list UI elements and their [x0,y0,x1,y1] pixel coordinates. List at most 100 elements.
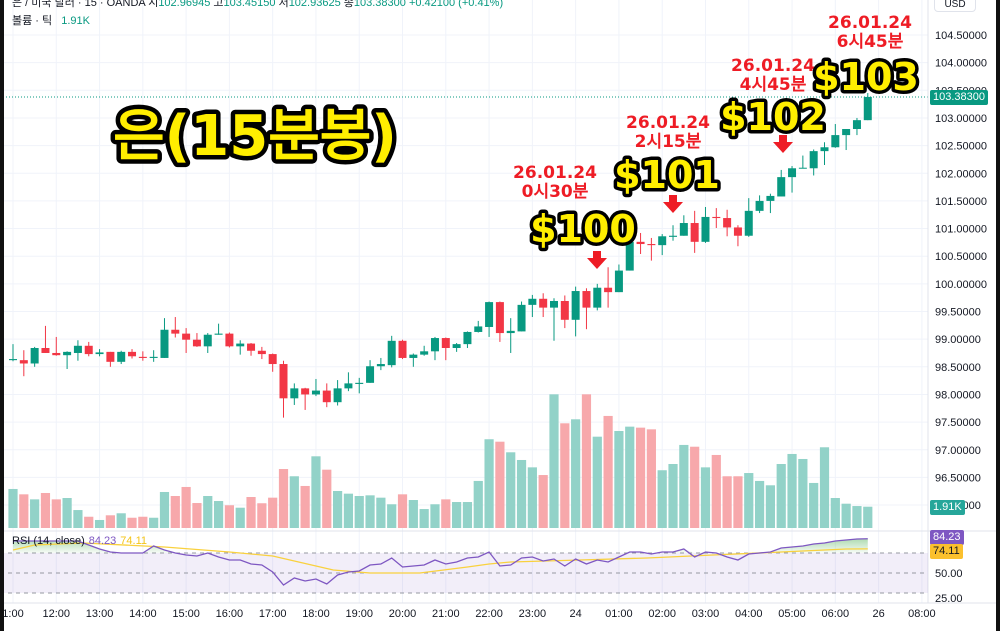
time-tick-label: 15:00 [172,608,200,620]
volume-bar [819,447,830,528]
candle [723,209,732,237]
candle [128,349,137,359]
time-tick-label: 05:00 [778,608,806,620]
volume-bar [8,488,18,528]
candle-body [788,168,797,178]
candle [236,340,245,355]
annotation-price: $101 [614,153,720,197]
candle-body [63,351,72,356]
symbol-legend[interactable]: 은 / 미국 달러 · 15 · OANDA 시102.96945 고103.4… [12,0,503,10]
volume-bar [300,485,310,528]
volume-legend[interactable]: 볼륨 · 틱 1.91K [12,12,90,28]
time-tick-label: 06:00 [822,608,850,620]
price-tick-label: 100.00000 [935,279,987,291]
annotation-date: 26.01.24 [731,56,815,76]
candle [73,340,82,361]
volume-bar [852,506,862,528]
candle [117,350,126,365]
low-value: 102.93625 [288,0,341,9]
candle [701,206,710,243]
volume-bar [765,485,775,528]
candle [852,117,861,136]
candle-body [257,350,266,355]
candle-body [809,151,818,169]
candle-body [333,388,342,403]
price-tick-label: 97.50000 [935,417,981,429]
candle [301,387,310,410]
candle [420,345,429,356]
annotation-date: 26.01.24 [828,13,912,33]
candle-body [452,344,461,348]
rsi-ma-line [12,542,868,574]
candle [625,239,634,271]
chart-title: 은(15분봉) [113,104,397,169]
current-volume-tag: 1.91K [930,500,965,515]
candle [712,208,721,228]
annotation-101: 26.01.24 2시15분 $101 [611,113,723,213]
candle [322,383,331,408]
high-value: 103.45150 [223,0,276,9]
candle-body [268,354,277,365]
arrow-down-icon [773,135,793,153]
open-value: 102.96945 [158,0,211,9]
volume-value: 1.91K [61,15,90,27]
volume-bar [506,452,516,528]
low-label: 저 [278,0,289,9]
candle [831,124,840,148]
volume-bar [343,493,354,528]
candle [311,378,320,397]
candle-body [593,287,602,308]
candle-body [517,304,526,332]
time-axis[interactable]: 1:00 12:00 13:00 14:00 15:00 16:00 17:00 18:00 1… [2,608,935,620]
candle [842,129,851,151]
candle-body [95,352,104,355]
candle-body [9,359,17,361]
candle-body [19,360,28,364]
symbol-name[interactable]: 은 / 미국 달러 · 15 · OANDA [12,0,146,9]
candle-body [669,235,678,237]
candle [571,286,580,337]
candle-body [311,390,320,395]
volume-bar [51,499,61,528]
candle-body [138,356,147,358]
volume-bar [159,491,170,528]
volume-bar [408,500,418,528]
annotation-time: 6시45분 [837,32,904,52]
candle [495,301,504,342]
volume-bar [397,494,408,528]
volume-bar [700,467,711,528]
time-tick-label: 20:00 [389,608,417,620]
candle [160,318,169,358]
candle-body [41,347,50,353]
volume-bar [213,501,224,528]
rsi-label[interactable]: RSI (14, close) [12,535,85,547]
time-tick-label: 23:00 [519,608,547,620]
candle [268,353,277,372]
candle [430,336,439,361]
candle-body [441,338,450,348]
volume-bar [462,502,473,528]
candle-body [376,364,385,367]
candle-body [192,339,201,347]
candle [777,169,786,197]
candle [636,232,645,254]
volume-bar [246,497,256,528]
rsi-legend[interactable]: RSI (14, close) 84.23 74.11 [12,535,147,547]
candle-body [560,300,569,320]
volume-bar [809,482,819,528]
candle [733,225,742,247]
candle-body [474,326,483,332]
candle [441,337,450,361]
candle-body [863,96,872,121]
open-label: 시 [148,0,159,9]
rsi-value-tag: 84.23 [930,530,964,545]
volume-bar [754,480,765,528]
candle [52,336,61,356]
volume-bar [181,486,191,528]
volume-bar [365,495,375,528]
rsi-tick-label: 50.00 [935,568,963,580]
currency-button[interactable]: USD [934,0,976,12]
candle-body [539,298,548,308]
volume-bar [635,427,646,528]
